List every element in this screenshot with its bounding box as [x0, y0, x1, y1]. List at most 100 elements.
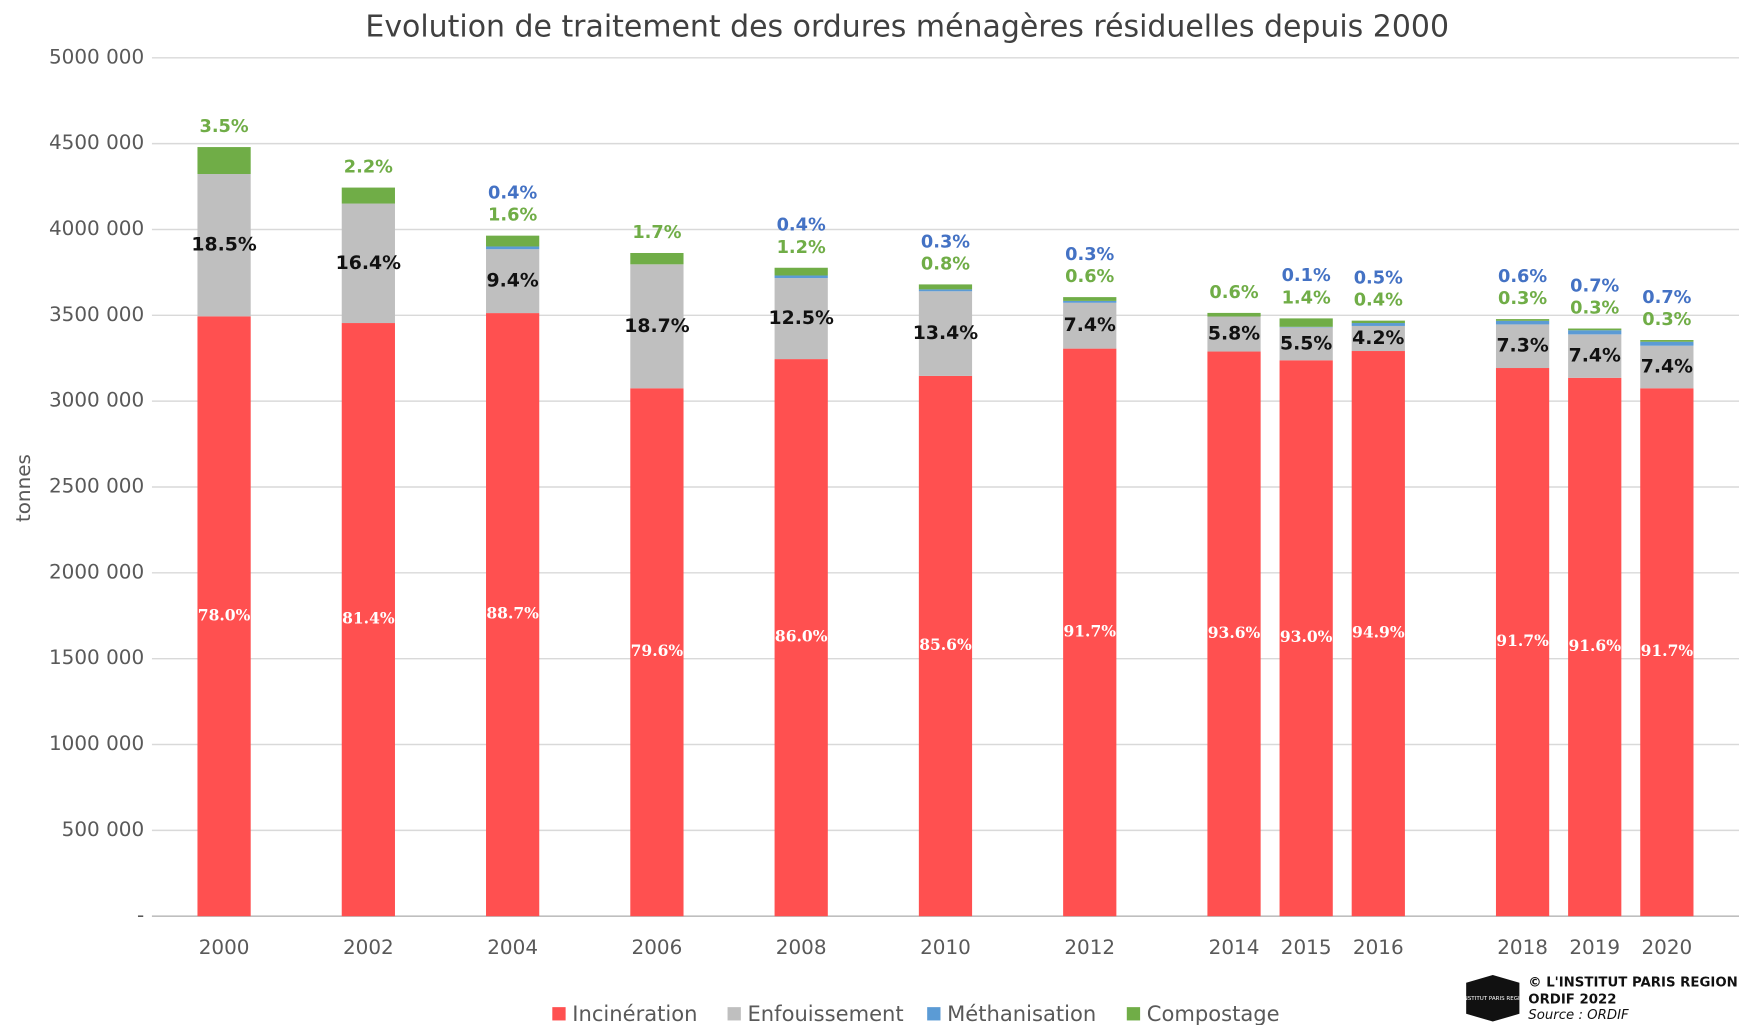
x-tick-label: 2015 [1281, 935, 1332, 959]
bar-segment [1063, 302, 1117, 349]
bar-segment [1207, 351, 1261, 917]
data-label: 1.7% [632, 223, 681, 243]
bar-segment [630, 264, 684, 389]
bar-segment [918, 284, 973, 290]
bar-segment [197, 316, 251, 917]
bar-segment [774, 275, 828, 279]
data-label: 9.4% [487, 271, 539, 292]
data-label: 0.3% [1642, 310, 1691, 330]
x-tick-label: 2008 [776, 935, 827, 959]
data-label: 18.7% [624, 316, 689, 337]
bar-segment [1495, 324, 1550, 369]
data-label: 0.4% [1354, 291, 1403, 311]
data-label: 79.6% [631, 641, 684, 660]
x-tick-label: 2012 [1064, 935, 1115, 959]
data-label: 12.5% [769, 308, 834, 329]
legend-swatch [727, 1007, 741, 1021]
bar-segment [1279, 360, 1333, 917]
legend-swatch [1126, 1007, 1141, 1021]
bar-segment [1568, 377, 1622, 917]
bar-segment [1351, 351, 1405, 917]
bar-segment [774, 359, 828, 917]
y-axis-label: tonnes [11, 454, 35, 522]
bar-segment [341, 323, 395, 917]
data-label: 13.4% [913, 323, 978, 344]
data-label: 93.0% [1280, 627, 1333, 646]
bar-segment [1279, 327, 1333, 361]
data-label: 1.6% [488, 206, 537, 226]
bar-segment [1495, 368, 1550, 917]
bar-segment [1495, 320, 1550, 325]
bar-segment [1207, 316, 1261, 352]
bar-segment [486, 313, 540, 917]
legend-swatch [552, 1007, 566, 1021]
bar-segment [1640, 388, 1694, 917]
legend-label: Méthanisation [947, 1001, 1096, 1025]
legend-label: Incinération [572, 1001, 697, 1025]
data-label: 91.7% [1641, 641, 1694, 660]
y-tick-label: 500 000 [62, 817, 145, 841]
chart-title: Evolution de traitement des ordures ména… [365, 9, 1449, 44]
bar-segment [1351, 323, 1405, 326]
data-label: 0.7% [1570, 276, 1619, 296]
y-tick-label: 3500 000 [49, 302, 144, 326]
bar-segment [1279, 326, 1333, 328]
bar-segment [197, 147, 251, 175]
data-label: 18.5% [191, 235, 256, 256]
data-label: 0.3% [1570, 299, 1619, 319]
data-label: 16.4% [336, 253, 401, 274]
x-tick-label: 2020 [1641, 935, 1692, 959]
x-tick-label: 2014 [1209, 935, 1260, 959]
logo-text: L'INSTITUT PARIS REGION [1457, 996, 1528, 1002]
data-label: 86.0% [775, 627, 828, 646]
y-tick-label: 4000 000 [49, 216, 144, 240]
bar-segment [918, 291, 973, 376]
bar-segment [1640, 341, 1694, 346]
data-label: 0.3% [1498, 289, 1547, 309]
logo-shape [1466, 974, 1520, 1022]
x-tick-label: 2002 [343, 935, 394, 959]
data-label: 0.1% [1282, 266, 1331, 286]
bar-segment [486, 246, 540, 250]
bar-segment [1063, 297, 1117, 301]
data-label: 1.2% [777, 238, 826, 258]
bar-segment [1351, 320, 1405, 324]
data-label: 2.2% [344, 158, 393, 178]
data-label: 0.7% [1642, 288, 1691, 308]
data-label: 81.4% [342, 609, 395, 628]
bar-segment [630, 388, 684, 917]
data-label: 78.0% [198, 605, 251, 624]
credit: © L'INSTITUT PARIS REGION [1528, 976, 1738, 991]
x-tick-label: 2018 [1497, 935, 1548, 959]
data-label: 91.7% [1496, 631, 1549, 650]
bar-segment [1568, 334, 1622, 378]
bar-segment [1063, 300, 1117, 303]
data-label: 94.9% [1352, 623, 1405, 642]
data-label: 0.3% [921, 232, 970, 252]
data-label: 0.6% [1209, 283, 1258, 303]
data-label: 7.4% [1569, 346, 1621, 367]
bar-segment [1279, 318, 1333, 327]
bar-segment [774, 267, 828, 276]
data-label: 88.7% [486, 604, 539, 623]
credit: Source : ORDIF [1528, 1008, 1629, 1023]
y-tick-label: 1000 000 [49, 731, 144, 755]
y-tick-label: 2500 000 [49, 473, 144, 497]
bar-segment [1568, 330, 1622, 335]
logo: L'INSTITUT PARIS REGION [1457, 974, 1528, 1022]
data-label: 0.4% [777, 216, 826, 236]
data-label: 1.4% [1282, 288, 1331, 308]
data-label: 0.5% [1354, 268, 1403, 288]
x-tick-label: 2010 [920, 935, 971, 959]
x-tick-label: 2004 [487, 935, 538, 959]
bar-segment [1640, 345, 1694, 389]
y-tick-label: 1500 000 [49, 645, 144, 669]
data-label: 4.2% [1352, 328, 1404, 349]
data-label: 7.4% [1064, 315, 1116, 336]
bar-segment [341, 203, 395, 324]
y-tick-label: 5000 000 [49, 44, 144, 68]
bar-segment [774, 278, 828, 360]
bar-segment [1640, 340, 1694, 342]
data-label: 3.5% [199, 117, 248, 137]
data-label: 5.8% [1208, 324, 1260, 345]
